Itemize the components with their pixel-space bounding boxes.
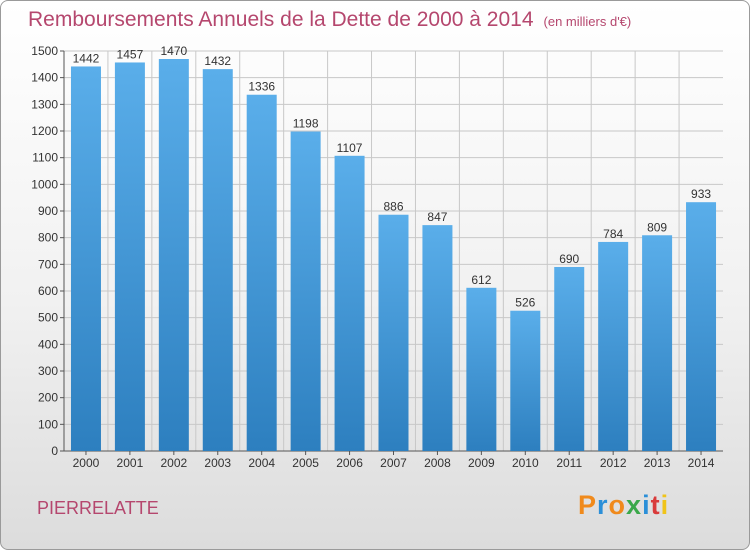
x-tick-label: 2011	[556, 456, 582, 470]
logo-letter: i	[660, 490, 670, 520]
bar-value-label: 847	[427, 210, 447, 224]
x-tick-label: 2010	[512, 456, 539, 470]
bar	[334, 155, 365, 452]
commune-name: PIERRELATTE	[37, 498, 159, 518]
y-tick-label: 500	[38, 311, 58, 325]
bar-value-label: 784	[603, 227, 623, 241]
bar	[642, 235, 673, 451]
x-tick-label: 2003	[204, 456, 231, 470]
bar	[598, 241, 629, 451]
bar	[378, 214, 409, 451]
bar-value-label: 1457	[117, 47, 144, 61]
y-tick-label: 400	[38, 337, 58, 351]
bar	[158, 59, 189, 451]
x-tick-label: 2009	[468, 456, 495, 470]
logo-letter: t	[650, 490, 661, 520]
x-tick-label: 2007	[380, 456, 407, 470]
x-tick-label: 2001	[117, 456, 144, 470]
y-tick-label: 1300	[31, 97, 58, 111]
y-tick-label: 200	[38, 391, 58, 405]
labels: 0 100 200 300 400 500 600 700 800 900 1000 1100 1200…	[31, 44, 714, 470]
y-tick-label: 1100	[32, 151, 58, 165]
bar-value-label: 1432	[204, 54, 231, 68]
bar	[70, 66, 101, 451]
y-tick-label: 1500	[31, 44, 58, 58]
bar-value-label: 933	[691, 187, 711, 201]
bar	[290, 131, 321, 452]
bar	[114, 62, 145, 451]
x-tick-label: 2004	[248, 456, 275, 470]
bar	[554, 267, 585, 451]
bar-value-label: 690	[559, 252, 579, 266]
x-tick-label: 2000	[73, 456, 100, 470]
x-tick-label: 2013	[644, 456, 671, 470]
y-tick-label: 1400	[31, 71, 58, 85]
bar	[246, 94, 277, 451]
bar-value-label: 1442	[73, 51, 100, 65]
x-tick-label: 2005	[292, 456, 319, 470]
bar	[202, 69, 233, 451]
proxiti-logo: Proxiti	[578, 490, 669, 521]
bar-value-label: 809	[647, 220, 667, 234]
x-tick-label: 2008	[424, 456, 451, 470]
bars	[70, 59, 717, 452]
bar-value-label: 1107	[337, 141, 363, 155]
y-tick-label: 1000	[31, 177, 58, 191]
bar	[422, 225, 453, 451]
y-tick-label: 100	[38, 417, 58, 431]
bar-value-label: 612	[471, 273, 491, 287]
logo-letter: i	[642, 490, 651, 520]
bar-value-label: 526	[515, 296, 535, 310]
logo-letter: x	[626, 490, 643, 520]
y-tick-label: 700	[38, 257, 58, 271]
x-tick-label: 2002	[160, 456, 187, 470]
logo-letter: P	[578, 490, 598, 520]
y-tick-label: 300	[38, 364, 58, 378]
bar	[466, 287, 497, 451]
y-tick-label: 800	[38, 231, 58, 245]
x-tick-label: 2006	[336, 456, 363, 470]
y-tick-label: 900	[38, 204, 58, 218]
bar-value-label: 1470	[160, 44, 187, 58]
bar	[510, 310, 541, 451]
bar	[686, 202, 717, 451]
x-tick-label: 2012	[600, 456, 627, 470]
chart-unit-label: (en milliers d'€)	[543, 14, 632, 29]
y-tick-label: 600	[38, 284, 58, 298]
chart-title-text: Remboursements Annuels de la Dette de 20…	[28, 8, 534, 31]
chart-title: Remboursements Annuels de la Dette de 20…	[28, 8, 631, 32]
y-tick-label: 0	[51, 444, 58, 458]
y-tick-label: 1200	[31, 124, 58, 138]
logo-letter: o	[608, 490, 627, 520]
bar-value-label: 1198	[293, 117, 319, 131]
logo-letter: r	[597, 490, 609, 520]
bar-value-label: 886	[383, 200, 403, 214]
x-tick-label: 2014	[688, 456, 715, 470]
bar-value-label: 1336	[248, 80, 275, 94]
